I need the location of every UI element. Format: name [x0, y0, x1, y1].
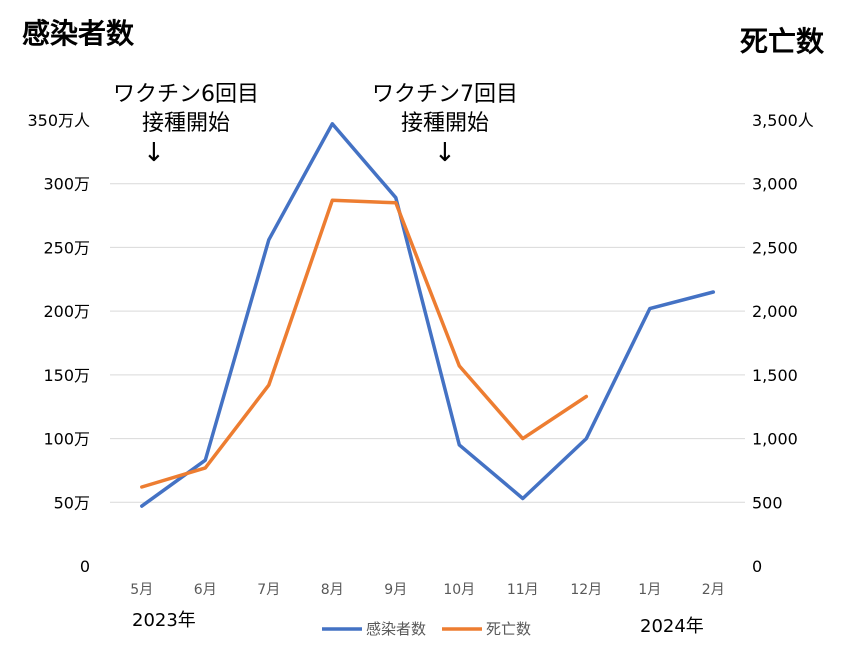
x-axis-tick-label: 11月	[507, 582, 539, 598]
annotation-vaccine-6-line1: ワクチン6回目	[113, 82, 259, 107]
left-axis-title: 感染者数	[22, 17, 135, 50]
right-axis-tick-label: 2,000	[752, 302, 798, 321]
right-axis-title: 死亡数	[739, 25, 824, 58]
x-axis-tick-label: 12月	[570, 582, 602, 598]
annotation-vaccine-6: ワクチン6回目 接種開始 ↓	[113, 80, 259, 168]
right-axis-tick-label: 1,500	[752, 366, 798, 385]
series-line-1	[140, 122, 716, 508]
year-label-end: 2024年	[640, 616, 704, 637]
x-axis-tick-label: 5月	[130, 582, 153, 598]
right-axis-tick-label: 3,500人	[752, 111, 814, 130]
x-axis-tick-label: 2月	[702, 582, 725, 598]
x-axis-tick-label: 7月	[257, 582, 280, 598]
year-label-start: 2023年	[132, 610, 196, 631]
left-axis-tick-label: 300万	[43, 175, 90, 194]
right-axis-tick-label: 3,000	[752, 175, 798, 194]
x-axis-tick-label: 8月	[321, 582, 344, 598]
left-axis-tick-label: 250万	[43, 238, 90, 257]
left-axis-tick-label: 200万	[43, 302, 90, 321]
x-axis-tick-label: 10月	[443, 582, 475, 598]
left-axis-tick-label: 50万	[54, 493, 90, 512]
x-axis-tick-label: 1月	[638, 582, 661, 598]
annotation-vaccine-7: ワクチン7回目 接種開始 ↓	[372, 80, 518, 168]
left-axis-tick-label: 100万	[43, 430, 90, 449]
annotation-vaccine-6-line2: 接種開始	[141, 111, 230, 136]
left-axis-tick-label: 0	[80, 557, 90, 576]
left-axis-tick-label: 350万人	[27, 111, 90, 130]
right-axis-tick-label: 0	[752, 557, 762, 576]
right-axis-tick-label: 1,000	[752, 430, 798, 449]
right-axis-tick-label: 500	[752, 493, 783, 512]
x-axis-tick-label: 6月	[194, 582, 217, 598]
series-line-2	[140, 198, 589, 489]
right-axis-tick-label: 2,500	[752, 238, 798, 257]
legend-label: 死亡数	[486, 620, 531, 638]
down-arrow-icon: ↓	[434, 138, 456, 168]
down-arrow-icon: ↓	[143, 138, 165, 168]
annotation-vaccine-7-line2: 接種開始	[400, 111, 489, 136]
left-axis-tick-label: 150万	[43, 366, 90, 385]
x-axis-tick-label: 9月	[384, 582, 407, 598]
annotation-vaccine-7-line1: ワクチン7回目	[372, 82, 518, 107]
legend-label: 感染者数	[366, 620, 426, 638]
